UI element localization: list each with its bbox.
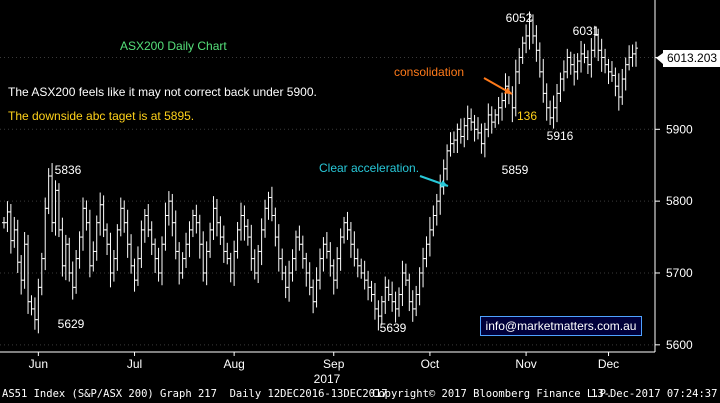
price-annotation: 5859 [502,163,529,177]
chart-title: ASX200 Daily Chart [120,39,227,53]
y-tick-label: 5600 [666,338,693,352]
comment-line-1: The ASX200 feels like it may not correct… [8,85,317,99]
x-tick-label: Sep [323,357,345,371]
x-tick-label: Dec [598,357,619,371]
last-price-pointer [656,53,663,64]
year-label: 2017 [314,372,341,386]
footer-security-info: AS51 Index (S&P/ASX 200) Graph 217 Daily… [2,388,388,400]
price-annotation: 5629 [58,317,85,331]
price-annotation: 5916 [547,129,574,143]
acceleration-arrow-head [440,180,448,187]
x-tick-label: Nov [515,357,536,371]
status-bar: AS51 Index (S&P/ASX 200) Graph 217 Daily… [0,386,720,403]
price-annotation: 5639 [380,321,407,335]
y-tick-label: 5900 [666,122,693,136]
comment-line-2: The downside abc taget is at 5895. [8,109,194,123]
consolidation-arrow-head [504,87,512,94]
x-tick-label: Jul [127,357,142,371]
footer-timestamp: 13-Dec-2017 07:24:37 [591,388,718,400]
email-link[interactable]: info@marketmatters.com.au [480,316,642,336]
price-annotation: 136 [517,109,537,123]
footer-copyright: Copyright© 2017 Bloomberg Finance L.P. [372,388,613,400]
y-tick-label: 5700 [666,266,693,280]
acceleration-label: Clear acceleration. [319,161,419,175]
y-tick-label: 5800 [666,194,693,208]
price-annotation: 6052 [506,11,533,25]
price-annotation: 5836 [55,163,82,177]
x-tick-label: Jun [29,357,48,371]
consolidation-label: consolidation [394,65,464,79]
x-tick-label: Oct [421,357,440,371]
price-annotation: 6031 [573,24,600,38]
x-tick-label: Aug [223,357,244,371]
last-price-tag: 6013.203 [663,50,720,67]
